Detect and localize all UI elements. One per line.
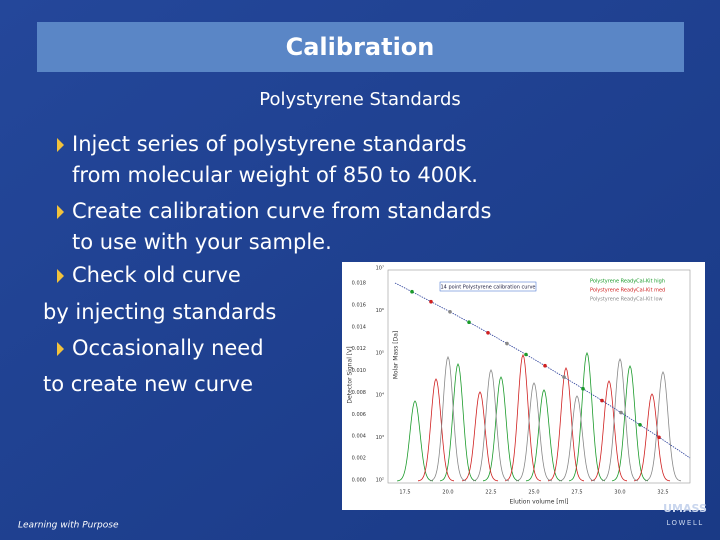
logo-bottom: LOWELL (666, 519, 703, 527)
calibration-point (410, 289, 414, 294)
y2-tick-label: 10⁴ (376, 393, 384, 399)
chromatogram-peak (482, 376, 520, 482)
bullet-text: from molecular weight of 850 to 400K. (72, 163, 478, 187)
y2-tick-label: 10² (376, 478, 384, 484)
chromatogram-peak (504, 353, 542, 482)
y2-tick-label: 10³ (376, 435, 384, 441)
bullet-text: by injecting standards (43, 300, 276, 324)
calibration-curve (394, 282, 691, 459)
bullet-text: to use with your sample. (72, 230, 332, 254)
chromatogram-peak (525, 389, 563, 482)
y-tick-label: 0.016 (352, 302, 366, 308)
slide-subtitle: Polystyrene Standards (259, 89, 461, 110)
calibration-point (600, 398, 604, 403)
x-tick-label: 17.5 (399, 490, 410, 496)
calibration-point (581, 386, 585, 391)
calibration-point (638, 423, 642, 427)
calibration-figure: 0.000 0.002 0.004 0.006 0.008 0.010 0.012 0.014… (347, 266, 691, 506)
calibration-point (505, 341, 509, 346)
y-tick-label: 0.018 (352, 281, 366, 287)
chromatogram-peak (633, 393, 671, 482)
title-bar (37, 22, 684, 72)
bullet-text: to create new curve (43, 372, 253, 396)
chromatogram-peak (417, 378, 455, 482)
chromatogram-peak (472, 369, 510, 482)
bullet-list: Inject series of polystyrene standards fr… (43, 132, 491, 396)
chromatogram-peak (439, 362, 477, 482)
calibration-point (657, 435, 661, 440)
x-tick-label: 32.5 (657, 490, 668, 496)
y2-tick-label: 10⁷ (376, 266, 384, 272)
chromatogram-peak (611, 364, 649, 482)
bullet-arrow (57, 342, 64, 356)
chromatogram-peak (396, 400, 434, 482)
logo-top: UMASS (663, 502, 707, 515)
chromatogram-peak (461, 391, 499, 482)
calibration-point (429, 299, 433, 304)
y2-axis-label: Molar Mass [Da] (393, 331, 400, 380)
y-tick-label: 0.014 (352, 324, 366, 330)
chromatogram-peak (558, 395, 596, 482)
footer: Learning with Purpose (18, 521, 119, 531)
bullet-arrow (57, 138, 64, 152)
y-tick-label: 0.004 (352, 434, 366, 440)
calibration-point (562, 375, 566, 379)
y-tick-label: 0.008 (352, 390, 366, 396)
x-tick-label: 20.0 (442, 490, 453, 496)
bullet-arrow (57, 205, 64, 219)
chromatogram-peak (644, 371, 682, 482)
y2-tick-label: 10⁶ (376, 308, 384, 314)
legend-entry: Polystyrene ReadyCal-Kit low (590, 297, 663, 303)
y-tick-label: 0.012 (352, 346, 366, 352)
x-tick-label: 27.5 (571, 490, 582, 496)
calibration-point (467, 320, 471, 325)
calibration-point (448, 310, 452, 314)
slide-title: Calibration (286, 33, 435, 61)
bullet-arrow (57, 269, 64, 283)
bullet-text: Inject series of polystyrene standards (72, 132, 467, 156)
plot-frame (387, 269, 691, 484)
x-axis-label: Elution volume [ml] (510, 499, 569, 506)
bullet-text: Occasionally need (72, 336, 264, 360)
y2-tick-label: 10⁵ (376, 350, 384, 356)
x-tick-label: 22.5 (485, 490, 496, 496)
x-tick-label: 30.0 (614, 490, 625, 496)
y-tick-label: 0.000 (352, 478, 366, 484)
chromatogram-peak (515, 382, 553, 482)
y-axis-label: Detector Signal [V] (347, 346, 354, 403)
chromatogram-peak (429, 355, 467, 482)
calibration-point (543, 363, 547, 368)
legend-entry: Polystyrene ReadyCal-Kit med (590, 288, 665, 294)
figure-title: 14 point Polystyrene calibration curve (441, 285, 536, 291)
figure-title-box (439, 281, 537, 292)
x-tick-label: 25.0 (528, 490, 539, 496)
y-tick-label: 0.010 (352, 368, 366, 374)
calibration-point (524, 352, 528, 357)
chromatogram-peak (601, 357, 639, 482)
bullet-text: Create calibration curve from standards (72, 199, 491, 223)
chromatogram-peak (590, 380, 628, 482)
chromatogram-peak (568, 351, 606, 482)
chromatogram-peak (547, 367, 585, 482)
legend-entry: Polystyrene ReadyCal-Kit high (590, 279, 665, 285)
calibration-point (619, 410, 623, 415)
bullet-text: Check old curve (72, 263, 241, 287)
y-tick-label: 0.006 (352, 412, 366, 418)
calibration-point (486, 331, 490, 335)
y-tick-label: 0.002 (352, 456, 366, 462)
